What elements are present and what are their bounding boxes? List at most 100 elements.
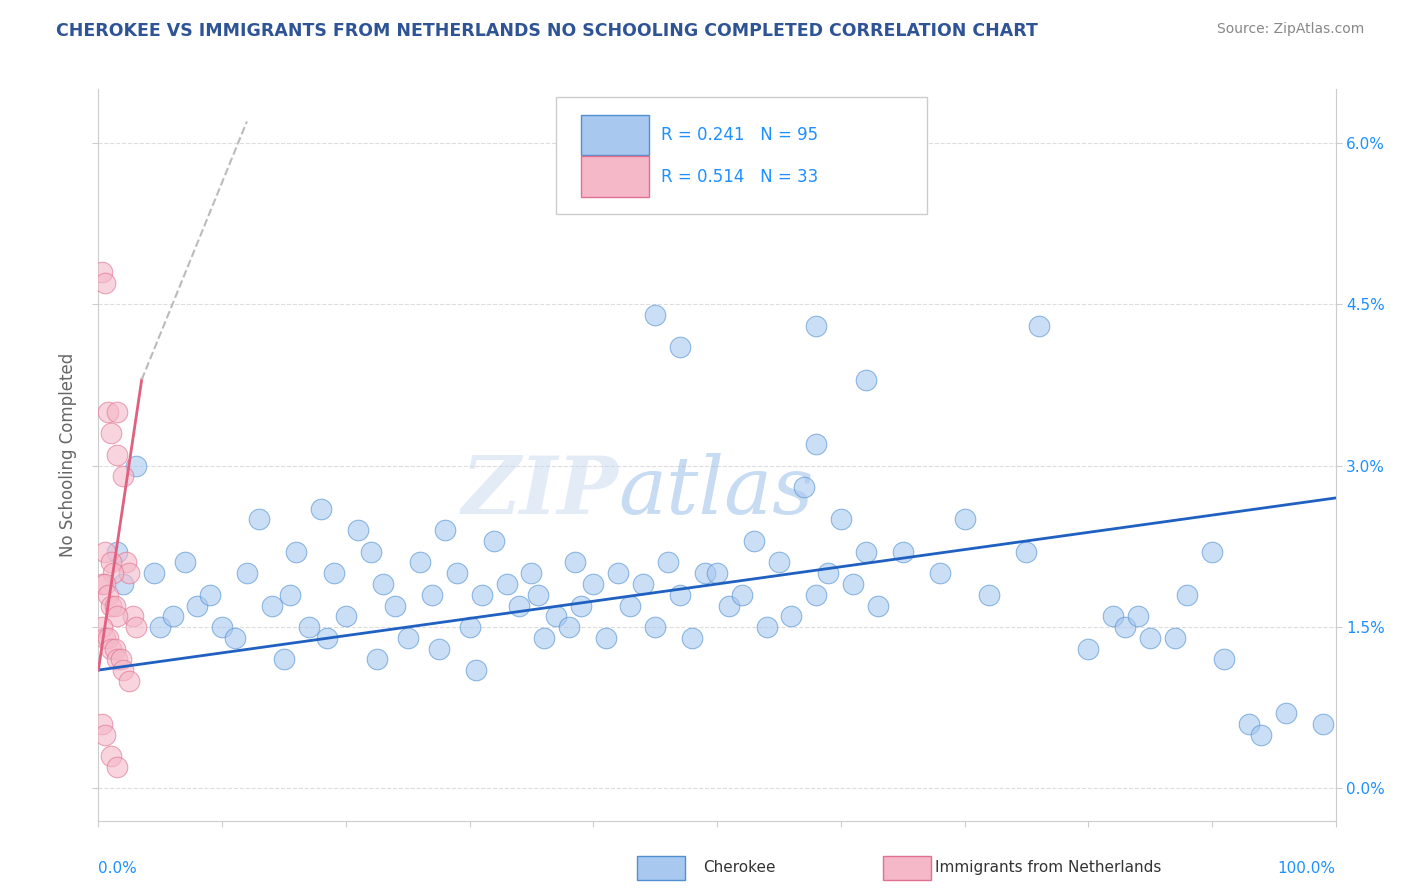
Point [669, 340, 692, 354]
Point [1114, 620, 1136, 634]
Point [520, 566, 543, 581]
Point [546, 609, 568, 624]
Point [526, 588, 548, 602]
Point [236, 566, 259, 581]
Point [891, 545, 914, 559]
Point [569, 599, 592, 613]
Text: 100.0%: 100.0% [1278, 861, 1336, 876]
Text: Source: ZipAtlas.com: Source: ZipAtlas.com [1216, 22, 1364, 37]
Point [1028, 318, 1050, 333]
Point [105, 760, 128, 774]
Point [91, 620, 114, 634]
Point [742, 533, 765, 548]
Point [211, 620, 233, 634]
Point [1139, 631, 1161, 645]
Point [1275, 706, 1298, 720]
Point [484, 533, 506, 548]
Point [260, 599, 283, 613]
Point [669, 588, 692, 602]
Point [731, 588, 754, 602]
Point [619, 599, 641, 613]
Point [103, 599, 125, 613]
Point [706, 566, 728, 581]
Point [1213, 652, 1236, 666]
Point [842, 577, 865, 591]
Point [322, 566, 344, 581]
Point [533, 631, 555, 645]
Point [582, 577, 605, 591]
Point [91, 577, 114, 591]
Point [122, 609, 145, 624]
Point [93, 631, 115, 645]
Point [124, 620, 146, 634]
FancyBboxPatch shape [581, 115, 650, 155]
Point [316, 631, 339, 645]
Point [804, 588, 827, 602]
Point [631, 577, 654, 591]
Point [105, 448, 128, 462]
Point [366, 652, 388, 666]
Point [93, 545, 115, 559]
Point [718, 599, 741, 613]
Point [118, 673, 141, 688]
Point [186, 599, 208, 613]
Point [112, 577, 135, 591]
Point [105, 545, 128, 559]
Point [433, 523, 456, 537]
FancyBboxPatch shape [557, 96, 928, 213]
Point [110, 652, 132, 666]
Point [458, 620, 481, 634]
Point [979, 588, 1001, 602]
Point [928, 566, 950, 581]
Point [595, 631, 617, 645]
Text: R = 0.241   N = 95: R = 0.241 N = 95 [661, 126, 818, 144]
Point [657, 556, 679, 570]
Point [409, 556, 432, 570]
Point [100, 749, 122, 764]
Point [780, 609, 803, 624]
Point [1077, 641, 1099, 656]
Point [607, 566, 630, 581]
Point [103, 641, 125, 656]
Text: R = 0.514   N = 33: R = 0.514 N = 33 [661, 168, 818, 186]
Point [100, 641, 122, 656]
Point [830, 512, 852, 526]
Point [755, 620, 778, 634]
Point [396, 631, 419, 645]
Text: Immigrants from Netherlands: Immigrants from Netherlands [935, 860, 1161, 874]
Point [1164, 631, 1187, 645]
Point [97, 631, 120, 645]
Text: Cherokee: Cherokee [703, 860, 776, 874]
Point [97, 588, 120, 602]
Point [100, 556, 122, 570]
Point [91, 265, 114, 279]
Point [273, 652, 295, 666]
Point [143, 566, 166, 581]
FancyBboxPatch shape [581, 156, 650, 197]
Point [100, 426, 122, 441]
Point [105, 652, 128, 666]
Point [93, 728, 115, 742]
Point [371, 577, 394, 591]
Point [384, 599, 406, 613]
Point [866, 599, 889, 613]
Point [309, 501, 332, 516]
Point [247, 512, 270, 526]
Point [817, 566, 839, 581]
Text: ZIP: ZIP [461, 453, 619, 530]
Point [1015, 545, 1038, 559]
Point [644, 620, 666, 634]
Point [93, 577, 115, 591]
Text: atlas: atlas [619, 453, 814, 530]
Point [768, 190, 790, 204]
Point [91, 716, 114, 731]
Text: 0.0%: 0.0% [98, 861, 138, 876]
Point [1175, 588, 1198, 602]
Point [693, 566, 716, 581]
Point [174, 556, 197, 570]
Point [1237, 716, 1260, 731]
Point [335, 609, 357, 624]
Point [793, 480, 815, 494]
Point [495, 577, 517, 591]
Point [118, 566, 141, 581]
